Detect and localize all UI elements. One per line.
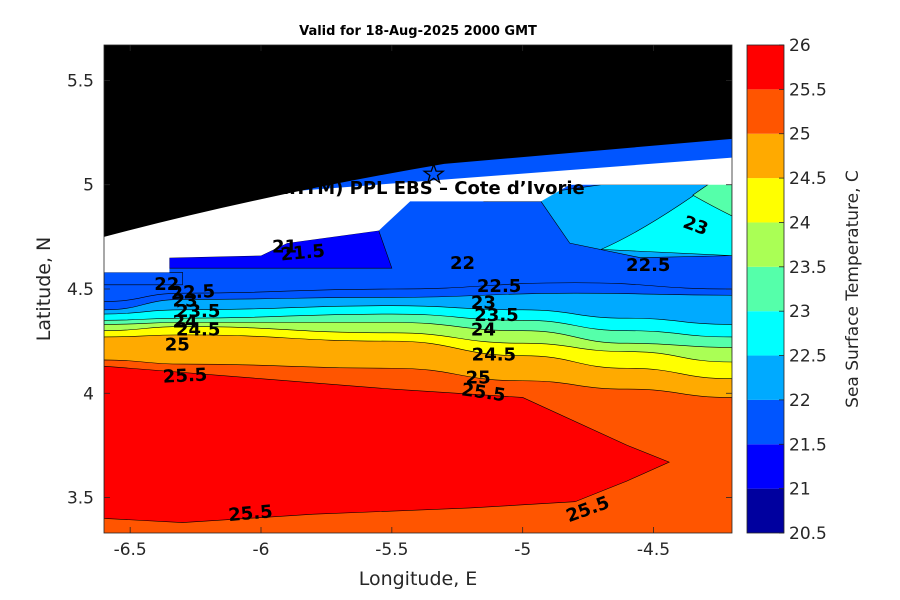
x-tick-label: -5.5 — [375, 540, 408, 560]
colorbar-tick-label: 23.5 — [789, 258, 827, 278]
colorbar-tick-label: 20.5 — [789, 524, 827, 544]
contour-label: 25 — [466, 368, 491, 389]
colorbar-swatch — [747, 222, 784, 267]
site-star-icon — [422, 162, 446, 185]
contour-label: 21.5 — [280, 241, 326, 266]
y-tick-label: 4 — [83, 384, 94, 404]
land-mask-layer — [104, 45, 732, 273]
colorbar-tick-label: 26 — [789, 36, 811, 56]
contour-label: 25.5 — [162, 364, 207, 387]
contour-label: 22.5 — [626, 255, 670, 276]
colorbar-swatch — [747, 89, 784, 134]
colorbar-swatch — [747, 444, 784, 489]
colorbar-label: Sea Surface Temperature, C — [843, 170, 863, 408]
colorbar-swatch — [747, 355, 784, 400]
contour-label: 23.5 — [474, 305, 518, 326]
colorbar-tick-label: 25.5 — [789, 80, 827, 100]
x-tick-label: -5 — [514, 540, 531, 560]
colorbar-tick-label: 23 — [789, 302, 811, 322]
contour-label: 22.5 — [477, 276, 521, 297]
y-axis-label: Latitude, N — [33, 237, 55, 342]
contour-label: 25 — [165, 334, 190, 355]
colorbar-swatch — [747, 399, 784, 445]
contour-label: 24 — [173, 311, 198, 332]
x-tick-label: -6 — [253, 540, 270, 560]
x-axis-label: Longitude, E — [359, 568, 478, 590]
contour-label: 24.5 — [176, 320, 220, 341]
y-tick-label: 5 — [83, 176, 94, 196]
contour-label: 23 — [173, 291, 198, 312]
axes-layer: -6.5 -6 -5.5 -5 -4.5 3.5 4 4.5 5 5.5 Longitude, E L… — [33, 44, 733, 590]
colorbar: 20.5 21 21.5 22 22.5 23 23.5 24 24.5 25 25.5 26 Sea … — [746, 36, 863, 544]
colorbar-frame — [746, 44, 785, 534]
contour-label: 22 — [450, 253, 475, 274]
contour-fill-layer — [104, 45, 732, 533]
y-tick-label: 5.5 — [67, 71, 94, 91]
contour-label: 24.5 — [472, 345, 516, 366]
colorbar-swatch — [747, 488, 784, 533]
colorbar-tick-label: 21.5 — [789, 435, 827, 455]
contour-label: 24 — [471, 320, 496, 341]
colorbar-swatch — [747, 133, 784, 179]
colorbar-tick-label: 24 — [789, 213, 811, 233]
land-mask — [104, 45, 732, 237]
colorbar-tick-label: 25 — [789, 125, 811, 145]
colorbar-tick-label: 24.5 — [789, 169, 827, 189]
contour-band-25_5 — [104, 365, 670, 523]
colorbar-swatch — [747, 178, 784, 223]
colorbar-swatch — [747, 45, 784, 90]
contour-label: 22 — [154, 274, 179, 295]
colorbar-swatch — [747, 266, 784, 312]
x-tick-label: -4.5 — [637, 540, 670, 560]
contour-label: 22.5 — [170, 281, 215, 304]
contour-label: 25.5 — [227, 501, 273, 526]
contour-label: 21 — [272, 236, 297, 257]
coastal-gap — [104, 157, 732, 273]
colorbar-tick-label: 22.5 — [789, 347, 827, 367]
colorbar-tick-label: 21 — [789, 480, 811, 500]
contour-label: 23 — [471, 293, 496, 314]
colorbar-swatch — [747, 311, 784, 356]
contour-label: 23.5 — [176, 301, 220, 322]
y-tick-label: 3.5 — [67, 489, 94, 509]
y-tick-label: 4.5 — [67, 280, 94, 300]
chart-title: Valid for 18-Aug-2025 2000 GMT — [299, 24, 537, 39]
site-label: A (ONHYM) PPL EBS – Cote d’Ivorie — [230, 178, 584, 199]
colorbar-tick-label: 22 — [789, 391, 811, 411]
x-tick-label: -6.5 — [114, 540, 147, 560]
